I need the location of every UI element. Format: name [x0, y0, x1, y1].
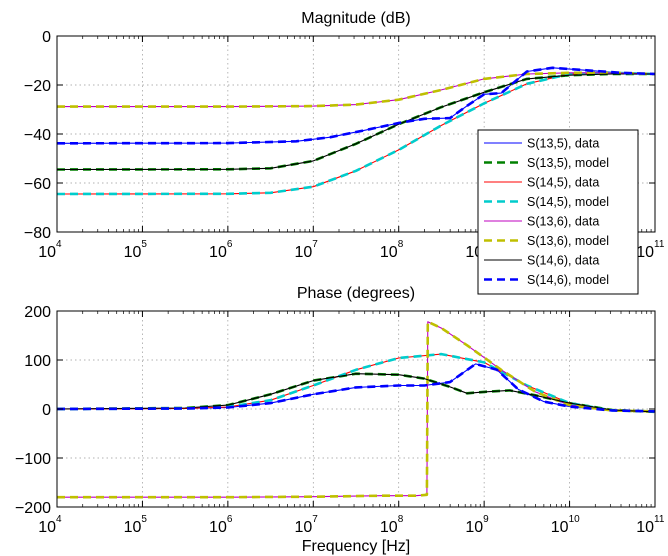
x-tick-label: 10 — [38, 244, 56, 261]
x-tick-label: 10 — [124, 519, 142, 536]
x-axis-label: Frequency [Hz] — [302, 538, 410, 555]
x-tick-exponent: 9 — [483, 514, 489, 525]
x-tick-label: 10 — [209, 519, 227, 536]
x-tick-exponent: 11 — [654, 239, 665, 250]
y-tick-label: 100 — [24, 353, 51, 370]
legend-entry: S(14,5), data — [527, 176, 599, 190]
y-tick-label: 0 — [42, 29, 51, 46]
x-tick-label: 10 — [465, 519, 483, 536]
series-group — [57, 320, 655, 499]
x-tick-label: 10 — [380, 244, 398, 261]
y-tick-label: −40 — [24, 127, 51, 144]
x-tick-exponent: 10 — [569, 514, 581, 525]
legend-entry: S(13,6), model — [527, 234, 609, 248]
x-tick-exponent: 7 — [312, 514, 318, 525]
x-tick-exponent: 4 — [56, 239, 62, 250]
x-tick-label: 10 — [209, 244, 227, 261]
y-tick-label: −200 — [15, 500, 51, 517]
x-tick-exponent: 6 — [227, 239, 233, 250]
y-tick-label: −20 — [24, 78, 51, 95]
y-tick-label: 0 — [42, 402, 51, 419]
x-tick-exponent: 5 — [141, 514, 147, 525]
y-tick-label: −100 — [15, 451, 51, 468]
series-line-s-13-6-model — [57, 71, 655, 108]
legend-entry: S(13,6), data — [527, 215, 599, 229]
chart-title: Magnitude (dB) — [301, 10, 410, 27]
legend-entry: S(14,6), data — [527, 254, 599, 268]
y-tick-label: −60 — [24, 176, 51, 193]
x-tick-exponent: 4 — [56, 514, 62, 525]
x-tick-label: 10 — [294, 519, 312, 536]
legend: S(13,5), data S(13,5), model S(14,5), data… — [477, 129, 639, 295]
series-group — [57, 66, 655, 196]
x-tick-label: 10 — [380, 519, 398, 536]
x-tick-label: 10 — [636, 244, 654, 261]
legend-entry: S(14,6), model — [527, 273, 609, 287]
x-tick-exponent: 7 — [312, 239, 318, 250]
series-line-s-14-6-data — [57, 73, 655, 171]
legend-entry: S(14,5), model — [527, 195, 609, 209]
x-tick-label: 10 — [636, 519, 654, 536]
x-tick-exponent: 6 — [227, 514, 233, 525]
legend-box — [477, 129, 639, 295]
legend-entry: S(13,5), model — [527, 156, 609, 170]
x-tick-label: 10 — [38, 519, 56, 536]
y-tick-label: 200 — [24, 304, 51, 321]
x-tick-label: 10 — [551, 519, 569, 536]
x-tick-exponent: 8 — [398, 239, 404, 250]
legend-entry: S(13,5), data — [527, 137, 599, 151]
series-line-s-14-6-model — [57, 362, 655, 413]
x-tick-label: 10 — [294, 244, 312, 261]
x-tick-exponent: 8 — [398, 514, 404, 525]
series-line-s-13-6-model — [57, 320, 655, 499]
x-tick-label: 10 — [124, 244, 142, 261]
x-tick-exponent: 5 — [141, 239, 147, 250]
chart-title: Phase (degrees) — [297, 285, 415, 302]
series-line-s-14-6-model — [57, 66, 655, 145]
phase-plot: 10 4 10 5 10 6 10 7 10 8 10 9 10 10 10 11−200−100010020… — [15, 285, 665, 555]
y-tick-label: −80 — [24, 225, 51, 242]
x-tick-exponent: 11 — [654, 514, 665, 525]
